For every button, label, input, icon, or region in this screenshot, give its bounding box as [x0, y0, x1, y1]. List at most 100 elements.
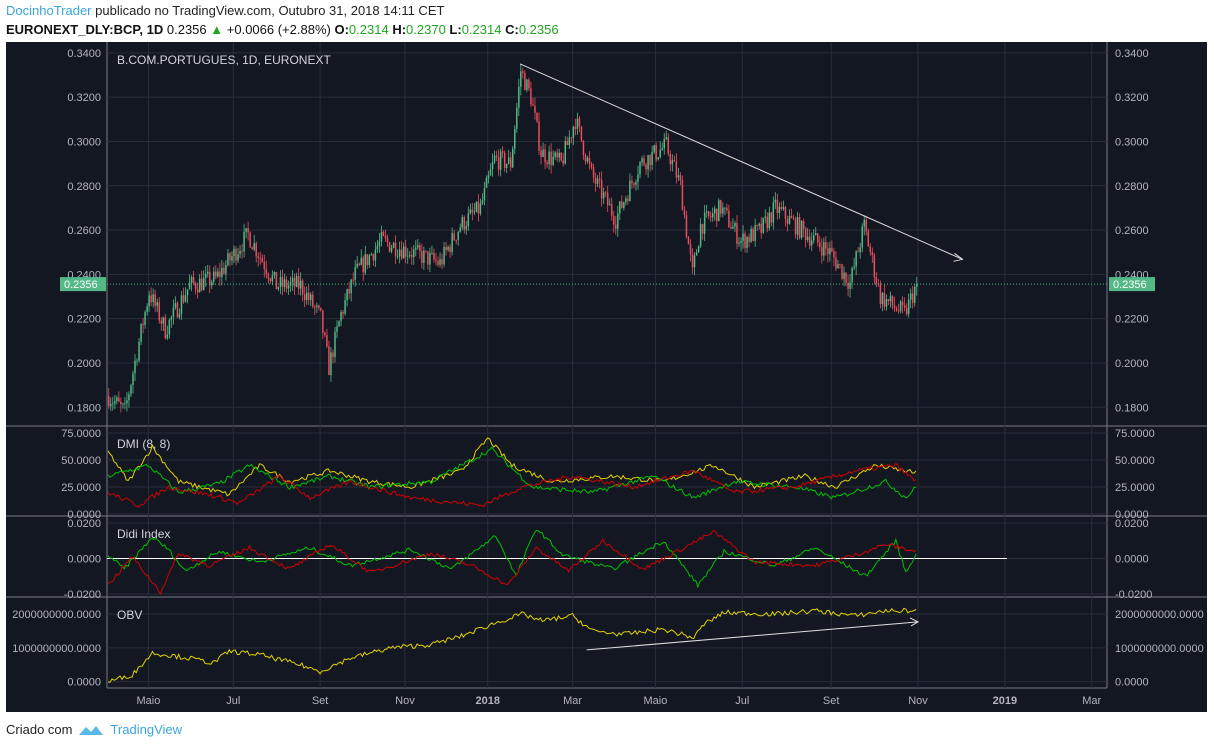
- candle-body: [653, 145, 655, 152]
- candle-body: [732, 226, 734, 229]
- candle-body: [378, 241, 381, 247]
- candle-body: [305, 292, 308, 300]
- candle-body: [192, 276, 195, 284]
- candle-body: [756, 225, 758, 226]
- candle-body: [251, 247, 253, 250]
- candle-body: [635, 181, 637, 185]
- candle-body: [687, 236, 690, 245]
- candle-body: [188, 282, 191, 290]
- candle-body: [786, 218, 789, 224]
- indicator-tick-right: 0.0200: [1115, 518, 1149, 530]
- candle-body: [643, 158, 645, 165]
- candle-body: [408, 255, 411, 256]
- candle-body: [423, 250, 425, 263]
- candle-body: [421, 251, 423, 263]
- candle-body: [229, 253, 231, 261]
- candle-body: [798, 216, 801, 238]
- candle-body: [802, 220, 805, 229]
- candle-body: [348, 289, 350, 294]
- candle-body: [356, 263, 358, 268]
- chart-canvas[interactable]: Maio Jul Set Nov 2018 Mar Maio Jul Set Nov 2019 Mar…: [6, 42, 1207, 712]
- candle-body: [429, 253, 431, 265]
- candle-body: [623, 202, 625, 208]
- candle-body: [239, 250, 241, 255]
- candle-body: [489, 169, 492, 176]
- candle-body: [528, 79, 530, 89]
- candle-body: [881, 292, 884, 305]
- price-tick-left: 0.2000: [67, 358, 101, 370]
- candle-body: [837, 264, 839, 269]
- candle-body: [150, 295, 152, 303]
- candle-body: [433, 252, 435, 260]
- candle-body: [619, 201, 621, 214]
- chart-area[interactable]: Maio Jul Set Nov 2018 Mar Maio Jul Set Nov 2019 Mar…: [6, 42, 1207, 712]
- candle-body: [330, 352, 332, 376]
- indicator-tick-left: 50.0000: [61, 455, 101, 467]
- candle-body: [277, 287, 280, 290]
- candle-body: [275, 271, 278, 290]
- candle-body: [796, 216, 799, 235]
- candle-body: [897, 310, 900, 312]
- candle-body: [217, 271, 219, 277]
- candle-body: [887, 299, 890, 302]
- author-link[interactable]: DocinhoTrader: [6, 3, 92, 18]
- tradingview-link[interactable]: TradingView: [110, 722, 183, 737]
- candle-body: [681, 180, 684, 211]
- candle-body: [491, 162, 494, 170]
- candle-body: [534, 105, 536, 113]
- candle-body: [679, 175, 682, 181]
- candle-body: [124, 403, 126, 405]
- candle-body: [514, 129, 516, 149]
- price-tick-left: 0.2200: [67, 314, 101, 326]
- candle-body: [645, 164, 647, 170]
- candle-body: [524, 72, 526, 91]
- candle-body: [227, 253, 229, 266]
- candle-body: [221, 267, 223, 278]
- candle-body: [453, 233, 455, 240]
- candle-body: [471, 209, 474, 213]
- candle-body: [380, 231, 383, 242]
- candle-body: [562, 160, 564, 164]
- candle-body: [178, 313, 181, 318]
- candle-body: [223, 267, 225, 274]
- candle-body: [328, 346, 330, 376]
- candle-body: [782, 207, 785, 209]
- footer: Criado com TradingView: [6, 722, 182, 737]
- candle-body: [689, 244, 692, 255]
- candle-body: [606, 192, 609, 206]
- candle-body: [916, 284, 918, 287]
- candle-body: [558, 152, 560, 158]
- candle-body: [649, 155, 651, 166]
- candle-body: [413, 249, 415, 258]
- candle-body: [552, 156, 554, 165]
- candle-body: [661, 148, 663, 150]
- candle-body: [487, 175, 490, 179]
- candle-body: [879, 284, 882, 305]
- candle-body: [445, 247, 447, 251]
- candle-body: [354, 267, 356, 281]
- candle-body: [247, 228, 249, 233]
- candle-body: [402, 246, 405, 259]
- candle-body: [182, 295, 185, 302]
- candle-body: [716, 208, 718, 222]
- candle-body: [586, 157, 589, 162]
- candle-body: [495, 155, 498, 158]
- candle-body: [360, 257, 362, 265]
- candle-body: [853, 266, 855, 268]
- candle-body: [368, 255, 371, 266]
- candle-body: [572, 126, 575, 138]
- candle-body: [566, 141, 569, 146]
- candle-body: [451, 233, 453, 253]
- candle-body: [520, 71, 522, 87]
- candle-body: [714, 208, 716, 214]
- candle-body: [845, 272, 847, 283]
- price-tick-left: 0.3200: [67, 92, 101, 104]
- candle-body: [538, 121, 540, 151]
- candle-body: [584, 155, 587, 162]
- candle-body: [913, 286, 916, 303]
- candle-body: [613, 215, 615, 225]
- trendline-arrowhead-icon: [909, 617, 920, 627]
- candle-body: [780, 206, 783, 209]
- candle-body: [120, 401, 122, 405]
- time-tick-label: Nov: [395, 695, 415, 707]
